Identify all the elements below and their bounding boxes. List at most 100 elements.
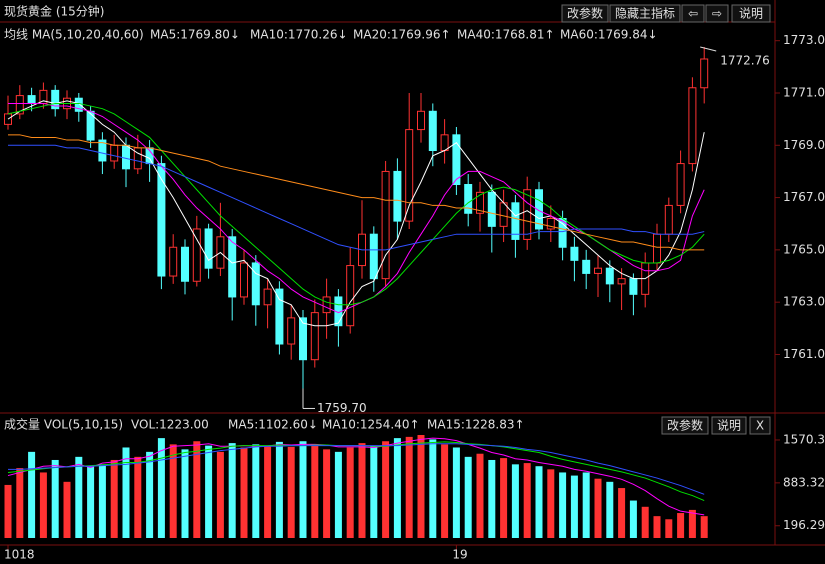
button[interactable]: 说明 bbox=[711, 416, 747, 435]
x-tick-label: 19 bbox=[452, 548, 467, 562]
volume-bar bbox=[275, 441, 283, 538]
volume-bar bbox=[193, 441, 201, 538]
volume-bar bbox=[665, 519, 673, 538]
volume-bar bbox=[169, 444, 177, 538]
volume-caption: VOL:1223.00 bbox=[131, 418, 209, 432]
volume-bar bbox=[429, 439, 437, 538]
button-label: 改参数 bbox=[567, 6, 603, 21]
y-tick-label: 1763.00 bbox=[783, 295, 825, 309]
candle-body bbox=[251, 262, 260, 306]
volume-bar bbox=[28, 451, 36, 538]
candle-body bbox=[523, 189, 532, 240]
volume-bar bbox=[464, 456, 472, 538]
volume-bar bbox=[523, 463, 531, 538]
volume-bar bbox=[688, 509, 696, 538]
y-tick-label: 1773.00 bbox=[783, 33, 825, 47]
button[interactable]: 说明 bbox=[731, 4, 771, 23]
button[interactable]: X bbox=[749, 416, 771, 435]
volume-bar bbox=[287, 446, 295, 538]
button-frame bbox=[609, 4, 681, 23]
volume-bar bbox=[441, 444, 449, 538]
volume-bar bbox=[87, 466, 95, 538]
candle-body bbox=[546, 218, 555, 230]
volume-bar bbox=[594, 478, 602, 538]
button-frame bbox=[681, 4, 705, 23]
volume-bar bbox=[264, 445, 272, 538]
button[interactable]: 改参数 bbox=[661, 416, 709, 435]
button[interactable]: ⇦ bbox=[681, 4, 705, 23]
ma-line bbox=[7, 437, 705, 516]
button-label: 说明 bbox=[717, 418, 741, 433]
volume-bar bbox=[205, 445, 213, 538]
candle-body bbox=[15, 95, 24, 115]
button-frame bbox=[705, 4, 729, 23]
candle-body bbox=[275, 288, 284, 345]
volume-bar bbox=[299, 441, 307, 538]
candle-body bbox=[464, 184, 473, 214]
volume-bar bbox=[618, 488, 626, 538]
candle-body bbox=[629, 278, 638, 295]
button-label: ⇨ bbox=[712, 7, 722, 21]
candle-body bbox=[228, 236, 237, 298]
candle-body bbox=[346, 265, 355, 327]
candle-body bbox=[594, 267, 602, 274]
candle-body bbox=[700, 58, 709, 89]
candle-body bbox=[393, 170, 402, 222]
volume-bar bbox=[63, 481, 71, 538]
y-tick-label: 883.32 bbox=[783, 475, 825, 489]
volume-bar bbox=[417, 435, 425, 538]
candle-body bbox=[110, 144, 119, 162]
candle-body bbox=[157, 163, 166, 277]
button[interactable]: 改参数 bbox=[561, 4, 609, 23]
volume-bar bbox=[146, 451, 154, 538]
y-tick-label: 196.29 bbox=[783, 518, 825, 532]
volume-bar bbox=[134, 456, 142, 538]
volume-bar bbox=[382, 441, 390, 538]
volume-bar bbox=[346, 447, 354, 538]
candle-body bbox=[204, 228, 213, 269]
button[interactable]: 隐藏主指标 bbox=[609, 4, 681, 23]
volume-bar bbox=[488, 459, 496, 538]
volume-bar bbox=[452, 447, 460, 538]
candle-body bbox=[535, 189, 543, 230]
volume-bar bbox=[370, 445, 378, 538]
candle-body bbox=[287, 317, 296, 345]
candle-body bbox=[369, 233, 378, 280]
button-frame bbox=[731, 4, 771, 23]
volume-bar bbox=[677, 513, 685, 538]
legend-entry: MA60:1769.84↓ bbox=[560, 28, 658, 42]
volume-bar bbox=[75, 456, 83, 538]
volume-bar bbox=[4, 484, 12, 538]
candle-body bbox=[499, 202, 508, 227]
button[interactable]: ⇨ bbox=[705, 4, 729, 23]
volume-bar bbox=[559, 472, 567, 538]
volume-bar bbox=[358, 443, 366, 538]
button-frame bbox=[561, 4, 609, 23]
volume-bar bbox=[629, 500, 637, 538]
button-frame bbox=[749, 416, 771, 435]
candle-body bbox=[51, 89, 60, 110]
button-label: ⇦ bbox=[688, 7, 698, 21]
candle-body bbox=[440, 134, 449, 152]
panel-label: 均线 MA(5,10,20,40,60) bbox=[4, 28, 144, 42]
x-tick-label: 1018 bbox=[4, 548, 35, 562]
candle-body bbox=[192, 228, 201, 282]
candle-body bbox=[452, 134, 461, 186]
volume-bar bbox=[476, 453, 484, 538]
candle-body bbox=[476, 191, 484, 214]
volume-bar bbox=[500, 458, 508, 538]
annotation-line bbox=[700, 46, 717, 52]
volume-bar bbox=[110, 459, 118, 538]
volume-bar bbox=[700, 516, 708, 538]
volume-bar bbox=[405, 436, 413, 538]
candle-body bbox=[582, 259, 591, 274]
legend-entry: MA40:1768.81↑ bbox=[457, 28, 555, 42]
ma-line bbox=[8, 443, 705, 495]
candle-body bbox=[511, 202, 520, 240]
y-tick-label: 1765.00 bbox=[783, 242, 825, 256]
volume-bar bbox=[51, 459, 59, 538]
page-title: 现货黄金 (15分钟) bbox=[4, 4, 104, 19]
legend-entry: MA20:1769.96↑ bbox=[353, 28, 451, 42]
volume-bar bbox=[511, 464, 519, 538]
volume-bar bbox=[535, 466, 543, 538]
